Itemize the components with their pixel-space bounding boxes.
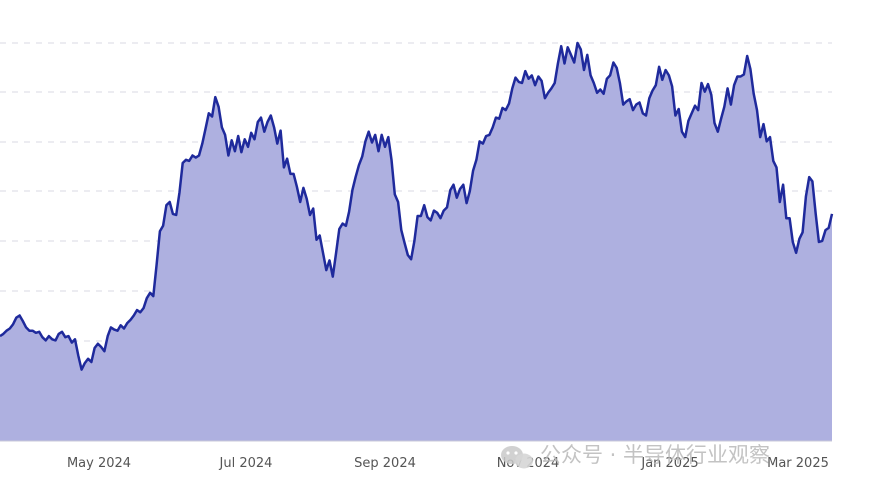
x-tick-label: Mar 2025 — [767, 456, 829, 471]
wechat-icon — [501, 446, 533, 469]
x-tick-label: Jan 2025 — [640, 456, 698, 471]
series-line — [0, 41, 834, 371]
x-tick-label: May 2024 — [67, 456, 131, 471]
series-area-fill — [0, 43, 832, 441]
watermark-text: 公众号 · 半导体行业观察 — [540, 443, 770, 467]
watermark: 公众号 · 半导体行业观察 — [501, 443, 770, 469]
x-tick-label: Sep 2024 — [354, 456, 416, 471]
x-tick-label: Jul 2024 — [219, 456, 273, 471]
